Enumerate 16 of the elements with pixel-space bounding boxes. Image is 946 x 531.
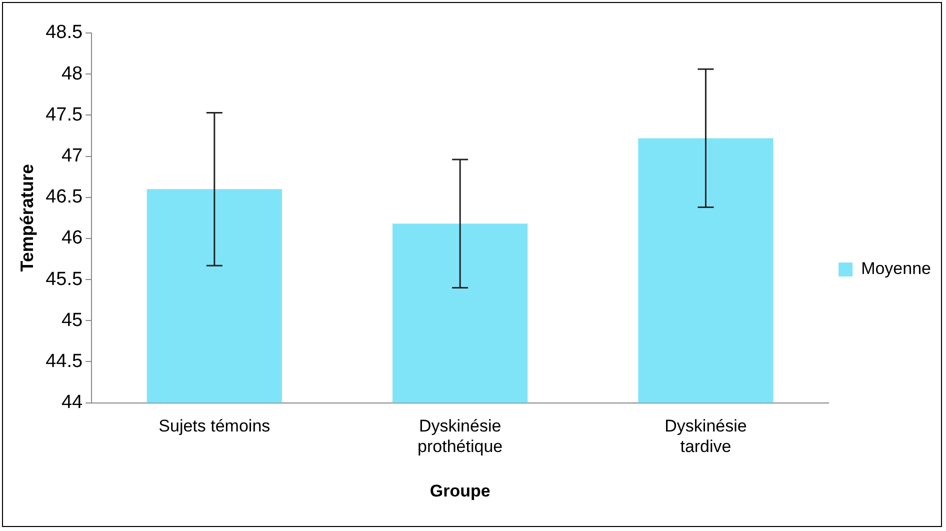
y-tick-label: 44: [61, 392, 84, 414]
y-tick-label: 46: [61, 228, 83, 249]
x-tick-label: Dyskinésie tardive: [664, 416, 747, 456]
x-tick-label: Sujets témoins: [158, 416, 270, 436]
y-tick-label: 45: [61, 310, 83, 331]
y-axis-title: Température: [16, 164, 37, 272]
x-tick-label: Dyskinésie prothétique: [418, 416, 503, 456]
legend-label: Moyenne: [861, 259, 932, 278]
y-tick-label: 48: [61, 63, 83, 84]
y-tick-label: 47: [61, 146, 83, 166]
x-axis-title: Groupe: [430, 481, 490, 500]
y-tick-label: 46.5: [46, 186, 83, 208]
y-tick-label: 45.5: [46, 268, 83, 290]
y-tick-label: 48.5: [46, 22, 83, 44]
y-tick-label: 47.5: [46, 104, 83, 126]
y-tick-label: 44.5: [46, 350, 83, 372]
